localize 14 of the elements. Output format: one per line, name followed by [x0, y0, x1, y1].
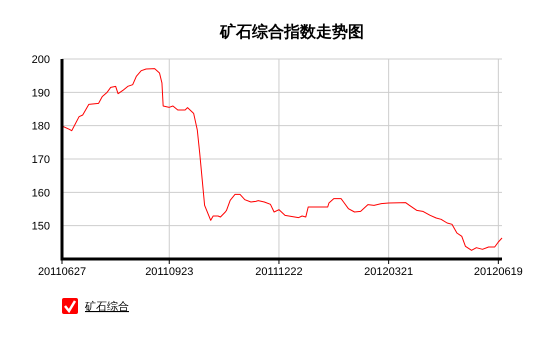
- x-tick-label: 20120619: [474, 266, 523, 278]
- x-tick-label: 20110627: [38, 266, 86, 278]
- y-tick-label: 150: [32, 220, 50, 233]
- x-tick-label: 20110923: [145, 266, 194, 278]
- y-tick-label: 160: [32, 187, 50, 200]
- legend-label: 矿石综合: [84, 300, 129, 313]
- y-tick-label: 190: [32, 87, 50, 100]
- y-tick-label: 200: [32, 54, 50, 66]
- x-tick-label: 20120321: [364, 266, 414, 278]
- y-tick-label: 170: [32, 154, 50, 166]
- chart-title: 矿石综合指数走势图: [219, 23, 364, 41]
- line-series: [62, 68, 502, 251]
- y-tick-label: 180: [32, 120, 50, 133]
- x-tick-label: 20111222: [255, 266, 303, 278]
